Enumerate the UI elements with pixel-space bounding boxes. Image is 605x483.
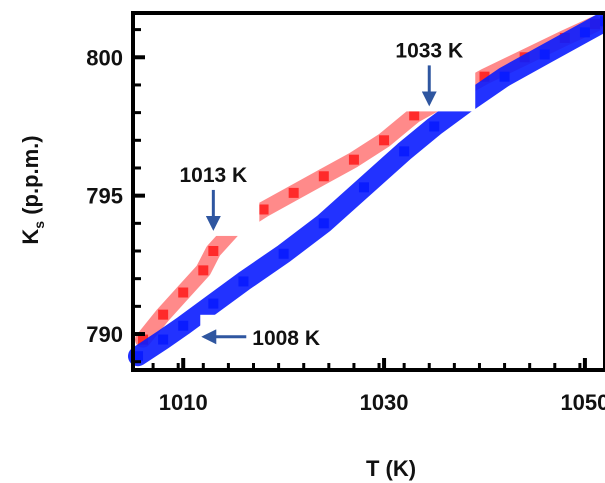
data-point	[399, 146, 410, 157]
annotation-label: 1033 K	[395, 39, 463, 62]
x-tick-label: 1030	[360, 390, 409, 415]
y-axis-title-subscript: s	[31, 221, 47, 229]
data-point	[178, 320, 189, 331]
data-point	[379, 135, 390, 146]
x-tick-label: 1050	[560, 390, 605, 415]
data-point	[499, 71, 510, 82]
annotation-label: 1013 K	[179, 164, 247, 187]
data-point	[158, 334, 169, 345]
data-point	[288, 187, 299, 198]
y-axis-title-suffix: (p.p.m.)	[18, 135, 43, 221]
plot-frame	[131, 11, 605, 372]
y-axis-title-main: K	[18, 229, 43, 245]
data-point	[579, 27, 590, 38]
data-point	[318, 171, 329, 182]
data-point	[238, 276, 249, 287]
data-point	[539, 49, 550, 60]
data-point	[258, 204, 269, 215]
axis-ticks: 1010 1030 1050 790 795 800	[86, 28, 605, 415]
data-point	[318, 218, 329, 229]
data-point	[208, 246, 219, 256]
data-point	[178, 287, 189, 298]
data-point	[348, 154, 359, 165]
data-point	[158, 309, 169, 320]
data-point	[600, 16, 605, 27]
x-axis-title: T (K)	[366, 456, 416, 481]
y-tick-label: 795	[86, 184, 123, 209]
data-point	[138, 334, 149, 345]
data-point	[479, 71, 490, 82]
annotation-label: 1008 K	[252, 327, 320, 350]
data-point	[198, 265, 209, 276]
data-point	[278, 248, 289, 259]
data-point	[429, 121, 440, 132]
data-point	[358, 182, 369, 193]
x-tick-label: 1010	[159, 390, 208, 415]
annotations: 1033 K 1013 K 1008 K	[167, 33, 476, 359]
y-tick-label: 790	[86, 322, 123, 347]
y-axis-title: Ks (p.p.m.)	[18, 135, 47, 244]
data-point	[208, 298, 219, 309]
y-tick-label: 800	[86, 45, 123, 70]
data-point	[409, 110, 420, 121]
data-point	[133, 351, 144, 362]
svg-text:Ks (p.p.m.): Ks (p.p.m.)	[18, 135, 47, 244]
